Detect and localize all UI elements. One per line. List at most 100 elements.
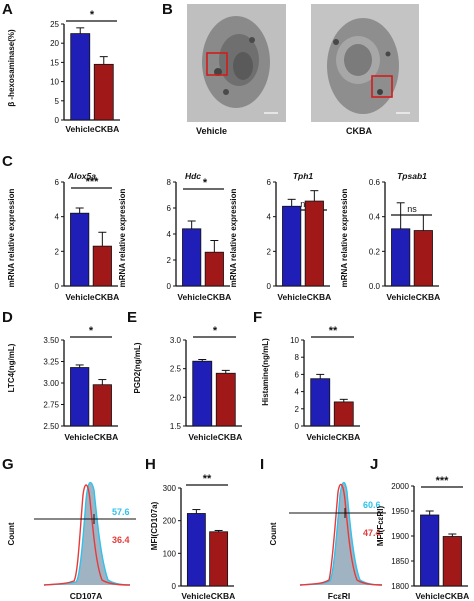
panel-c4-ylabel: mRNA relative expression xyxy=(340,188,349,287)
pct-vehicle-fceri: 60.6 xyxy=(363,500,381,510)
panel-i-ylabel: Count xyxy=(269,522,278,545)
panel-c4-xlabel-vehicle: Vehicle xyxy=(386,292,416,302)
panel-c4-ytick-label: 0.6 xyxy=(369,178,381,187)
panel-e-ylabel: PGD2(ng/mL) xyxy=(133,342,142,393)
panel-f-bar-ckba xyxy=(333,401,354,427)
panel-c3-ytick-label: 6 xyxy=(267,178,272,187)
panel-d-significance: * xyxy=(89,325,94,337)
panel-c1-ytick-label: 6 xyxy=(55,178,60,187)
histogram-ckba-cd107a xyxy=(43,484,131,586)
panel-c3-ytick-label: 4 xyxy=(267,213,272,222)
panel-c2-bar-ckba xyxy=(204,251,224,287)
panel-e-xlabel-vehicle: Vehicle xyxy=(188,432,218,442)
panel-j-xlabel-ckba: CKBA xyxy=(445,591,470,601)
panel-f-ytick-label: 8 xyxy=(295,353,300,362)
panel-h-xlabel-ckba: CKBA xyxy=(211,591,236,601)
flow-histogram-cd107a xyxy=(34,481,136,586)
panel-h-bar-ckba xyxy=(209,531,229,587)
panel-h-ytick-label: 300 xyxy=(163,484,177,493)
panel-e-ytick-label: 3.0 xyxy=(170,336,182,345)
panel-g-ylabel: Count xyxy=(7,522,16,545)
panel-e-ytick-label: 2.5 xyxy=(170,365,182,374)
panel-j-ytick-label: 1900 xyxy=(391,532,409,541)
panel-f-xlabel-ckba: CKBA xyxy=(336,432,361,442)
histogram-fill-fceri xyxy=(300,482,382,585)
panel-letter-e: E xyxy=(127,309,137,326)
gene-title-alox5a: Alox5a xyxy=(67,171,96,181)
panel-a-xlabel-ckba: CKBA xyxy=(95,124,120,134)
panel-f-significance: ** xyxy=(329,325,338,337)
panel-h-ylabel: MFI(CD107a) xyxy=(150,501,159,550)
panel-c1-significance: *** xyxy=(86,176,100,188)
pct-ckba-fceri: 47.4 xyxy=(363,528,381,538)
panel-c1-bar-ckba xyxy=(92,245,112,287)
panel-c1-bar-vehicle xyxy=(70,212,90,287)
panel-a-ylabel: β -hexosaminase(%) xyxy=(7,29,16,107)
panel-a-bar-ckba xyxy=(93,63,114,121)
panel-c2-ytick-label: 6 xyxy=(167,204,172,213)
em-label-vehicle: Vehicle xyxy=(196,126,227,136)
panel-c1-xlabel-vehicle: Vehicle xyxy=(65,292,95,302)
panel-a-ytick-label: 10 xyxy=(50,78,59,87)
panel-c3-xlabel-vehicle: Vehicle xyxy=(277,292,307,302)
panel-a-significance: * xyxy=(90,9,95,21)
panel-f-xlabel-vehicle: Vehicle xyxy=(306,432,336,442)
panel-letter-a: A xyxy=(2,1,13,18)
panel-j-ytick-label: 1850 xyxy=(391,557,409,566)
panel-i-xlabel: FcεRI xyxy=(328,591,350,601)
panel-c2-significance: * xyxy=(203,177,208,189)
panel-j-ytick-label: 1800 xyxy=(391,582,409,591)
histogram-ckba-fceri xyxy=(299,483,383,586)
panel-d-ytick-label: 3.00 xyxy=(43,379,59,388)
panel-j-bar-ckba xyxy=(442,536,462,587)
panel-d-ytick-label: 3.50 xyxy=(43,336,59,345)
panel-h-ytick-label: 100 xyxy=(163,549,177,558)
panel-h-significance: ** xyxy=(203,473,212,485)
panel-d-ylabel: LTC4(ng/mL) xyxy=(7,343,16,392)
panel-c4-bar-ckba xyxy=(413,230,433,287)
panel-c4-ytick-label: 0.0 xyxy=(369,282,381,291)
panel-h-ytick-label: 0 xyxy=(172,582,177,591)
panel-h-ytick-label: 200 xyxy=(163,517,177,526)
panel-c3-ylabel: mRNA relative expression xyxy=(229,188,238,287)
panel-e-ytick-label: 2.0 xyxy=(170,393,182,402)
panel-e-xlabel-ckba: CKBA xyxy=(218,432,243,442)
panel-c2-ylabel: mRNA relative expression xyxy=(118,188,127,287)
panel-j-xlabel-vehicle: Vehicle xyxy=(415,591,445,601)
panel-c2-ytick-label: 4 xyxy=(167,230,172,239)
panel-a-ytick-label: 20 xyxy=(50,39,59,48)
panel-d-ytick-label: 2.75 xyxy=(43,401,59,410)
em-image-ckba xyxy=(311,4,419,122)
gene-title-hdc: Hdc xyxy=(185,171,201,181)
panel-f-bar-vehicle xyxy=(310,378,331,427)
gene-title-tph1: Tph1 xyxy=(293,171,314,181)
panel-letter-i: I xyxy=(260,456,264,473)
panel-d-ytick-label: 2.50 xyxy=(43,422,59,431)
panel-g-xlabel: CD107A xyxy=(70,591,103,601)
panel-letter-d: D xyxy=(2,309,13,326)
panel-letter-j: J xyxy=(370,456,378,473)
panel-e-bar-ckba xyxy=(215,372,236,427)
pct-vehicle-cd107a: 57.6 xyxy=(112,507,130,517)
panel-h-xlabel-vehicle: Vehicle xyxy=(181,591,211,601)
panel-c4-ytick-label: 0.2 xyxy=(369,247,381,256)
panel-f-ylabel: Histamine(ng/mL) xyxy=(261,338,270,406)
flow-histogram-fceri xyxy=(289,481,386,586)
histogram-vehicle-fceri xyxy=(299,481,383,586)
panel-a-bar-vehicle xyxy=(70,33,91,121)
panel-f-ytick-label: 6 xyxy=(295,370,300,379)
em-roi-box-vehicle xyxy=(206,52,228,76)
panel-j-significance: *** xyxy=(436,475,450,487)
panel-j-ylabel: MFI(FcεRI) xyxy=(376,506,385,547)
panel-c4-xlabel-ckba: CKBA xyxy=(416,292,441,302)
panel-d-ytick-label: 3.25 xyxy=(43,358,59,367)
panel-c1-xlabel-ckba: CKBA xyxy=(95,292,120,302)
panel-c1-ytick-label: 0 xyxy=(55,282,60,291)
panel-c3-bar-vehicle xyxy=(282,205,302,287)
em-label-ckba: CKBA xyxy=(346,126,372,136)
panel-a-ytick-label: 0 xyxy=(55,116,60,125)
panel-c4-bar-vehicle xyxy=(391,228,411,287)
panel-c3-ytick-label: 0 xyxy=(267,282,272,291)
panel-d-xlabel-vehicle: Vehicle xyxy=(64,432,94,442)
panel-h-bar-vehicle xyxy=(186,513,206,587)
